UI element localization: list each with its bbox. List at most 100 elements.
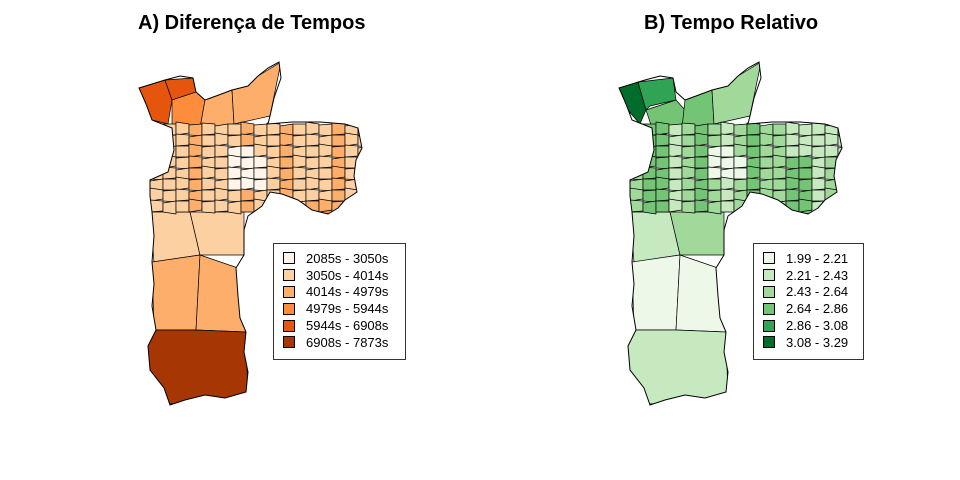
legend-b-item-6: 3.08 - 3.29 bbox=[763, 334, 854, 351]
district-polygon bbox=[149, 123, 164, 138]
district-polygon bbox=[772, 154, 787, 169]
legend-swatch bbox=[763, 302, 775, 315]
district-polygon bbox=[746, 122, 761, 136]
legend-swatch bbox=[763, 269, 775, 282]
district-polygon bbox=[629, 123, 644, 138]
district-polygon bbox=[305, 145, 320, 158]
district-polygon bbox=[292, 200, 307, 215]
district-polygon bbox=[824, 199, 839, 213]
district-polygon bbox=[344, 144, 359, 158]
district-polygon bbox=[772, 123, 787, 136]
district-polygon bbox=[668, 155, 683, 169]
district-polygon bbox=[668, 143, 683, 158]
district-polygon bbox=[201, 122, 216, 136]
district-polygon bbox=[214, 144, 229, 158]
legend-b-item-5: 2.86 - 3.08 bbox=[763, 317, 854, 334]
district-polygon bbox=[720, 133, 735, 147]
district-polygon bbox=[837, 154, 842, 169]
district-polygon bbox=[188, 143, 203, 158]
legend-a-item-4: 4979s - 5944s bbox=[283, 300, 396, 317]
district-polygon bbox=[227, 123, 242, 136]
district-polygon bbox=[201, 145, 216, 159]
district-polygon bbox=[214, 156, 229, 169]
district-polygon bbox=[253, 155, 268, 169]
district-polygon bbox=[707, 200, 722, 215]
panel-a-title: A) Diferença de Tempos bbox=[138, 12, 366, 34]
district-polygon bbox=[344, 199, 359, 213]
district-polygon bbox=[772, 134, 787, 148]
district-polygon bbox=[811, 189, 826, 202]
district-polygon bbox=[201, 165, 216, 180]
district-polygon bbox=[292, 134, 307, 148]
district-polygon bbox=[707, 134, 722, 148]
district-polygon bbox=[642, 189, 657, 203]
district-polygon bbox=[227, 200, 242, 215]
legend-b-item-3: 2.43 - 2.64 bbox=[763, 284, 854, 301]
legend-label: 3.08 - 3.29 bbox=[786, 334, 849, 350]
legend-swatch bbox=[283, 252, 295, 265]
district-polygon bbox=[798, 198, 813, 213]
district-polygon bbox=[694, 156, 709, 169]
district-polygon bbox=[175, 121, 190, 136]
district-polygon bbox=[344, 167, 359, 181]
district-polygon bbox=[655, 156, 670, 170]
district-polygon bbox=[253, 178, 268, 192]
legend-label: 2.64 - 2.86 bbox=[786, 301, 849, 317]
district-polygon bbox=[201, 200, 216, 214]
district-polygon bbox=[214, 167, 229, 181]
legend-a-item-1: 2085s - 3050s bbox=[283, 250, 396, 267]
district-polygon bbox=[798, 155, 813, 169]
district-polygon bbox=[201, 189, 216, 202]
district-polygon bbox=[357, 123, 362, 136]
district-polygon bbox=[759, 132, 774, 147]
district-polygon bbox=[837, 189, 842, 203]
district-polygon bbox=[318, 178, 333, 192]
district-polygon bbox=[694, 199, 709, 213]
district-polygon bbox=[231, 62, 282, 125]
district-polygon bbox=[266, 189, 281, 202]
district-polygon bbox=[151, 254, 201, 331]
district-polygon bbox=[785, 121, 800, 136]
district-polygon bbox=[668, 178, 683, 192]
district-polygon bbox=[627, 329, 729, 405]
district-polygon bbox=[694, 144, 709, 158]
district-polygon bbox=[357, 166, 362, 180]
district-polygon bbox=[759, 156, 774, 169]
district-polygon bbox=[253, 123, 268, 137]
district-polygon bbox=[668, 123, 683, 137]
district-polygon bbox=[642, 200, 657, 215]
district-polygon bbox=[668, 198, 683, 213]
district-polygon bbox=[629, 144, 644, 158]
legend-label: 3050s - 4014s bbox=[306, 267, 389, 283]
district-polygon bbox=[746, 165, 761, 180]
district-polygon bbox=[162, 200, 177, 215]
district-polygon bbox=[149, 187, 164, 202]
district-polygon bbox=[188, 178, 203, 192]
district-polygon bbox=[305, 121, 320, 136]
district-polygon bbox=[733, 143, 748, 158]
district-polygon bbox=[292, 166, 307, 180]
legend-label: 4014s - 4979s bbox=[306, 284, 389, 300]
district-polygon bbox=[811, 177, 826, 191]
district-polygon bbox=[279, 156, 294, 169]
district-polygon bbox=[279, 144, 294, 158]
legend-swatch bbox=[763, 285, 775, 298]
district-polygon bbox=[331, 145, 346, 159]
legend-swatch bbox=[763, 319, 775, 332]
district-polygon bbox=[318, 143, 333, 158]
district-polygon bbox=[253, 167, 268, 180]
district-polygon bbox=[253, 143, 268, 158]
panel-b-title: B) Tempo Relativo bbox=[644, 12, 819, 34]
district-polygon bbox=[746, 177, 761, 191]
district-polygon bbox=[824, 132, 839, 147]
map-a bbox=[138, 61, 363, 406]
legend-swatch bbox=[283, 269, 295, 282]
district-polygon bbox=[798, 178, 813, 192]
district-polygon bbox=[733, 178, 748, 192]
district-polygon bbox=[759, 144, 774, 158]
district-polygon bbox=[675, 254, 727, 333]
legend-swatch bbox=[283, 336, 295, 349]
district-polygon bbox=[655, 188, 670, 202]
district-polygon bbox=[331, 134, 346, 147]
legend-label: 4979s - 5944s bbox=[306, 301, 389, 317]
